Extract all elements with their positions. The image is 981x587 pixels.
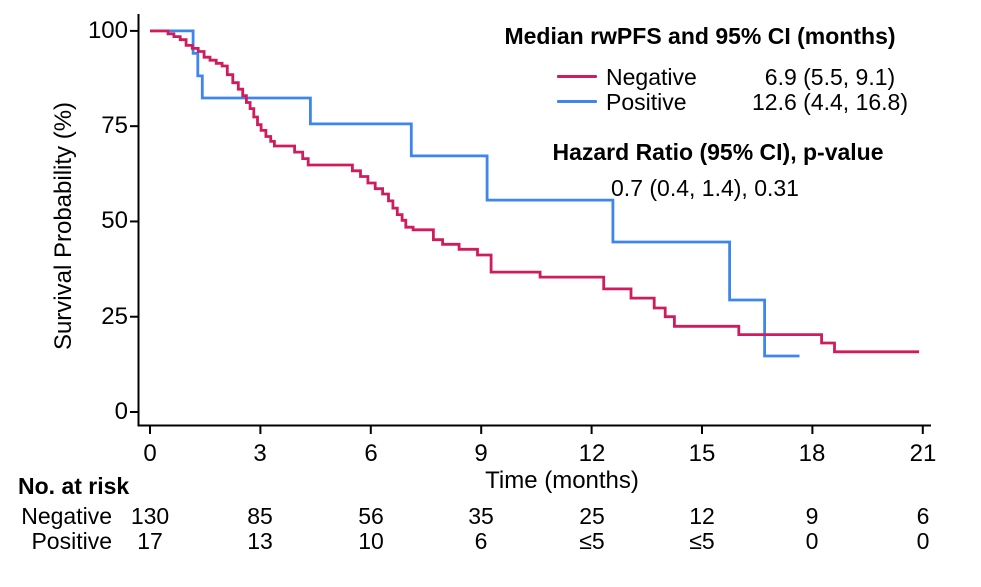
hazard-ratio-value: 0.7 (0.4, 1.4), 0.31 — [611, 175, 799, 201]
y-tick-label: 50 — [101, 207, 128, 234]
risk-count: ≤5 — [689, 528, 715, 554]
x-tick-label: 15 — [688, 440, 716, 467]
risk-table-header: No. at risk — [18, 473, 130, 499]
km-curve-positive — [150, 29, 800, 358]
x-tick-label: 12 — [578, 440, 606, 467]
x-tick-label: 9 — [474, 440, 488, 467]
risk-count: 9 — [805, 503, 819, 529]
legend-swatch-negative-line — [557, 75, 597, 78]
risk-count: 0 — [916, 528, 930, 554]
risk-row-label: Positive — [31, 528, 112, 554]
x-tick-label: 0 — [143, 440, 157, 467]
risk-count: 6 — [916, 503, 930, 529]
km-curve-negative — [150, 29, 920, 354]
x-tick-label: 3 — [253, 440, 267, 467]
x-tick-label: 6 — [364, 440, 378, 467]
risk-count: 56 — [358, 503, 384, 529]
risk-count: 35 — [468, 503, 494, 529]
risk-count: 0 — [805, 528, 819, 554]
risk-count: 10 — [358, 528, 384, 554]
x-tick-label: 21 — [909, 440, 937, 467]
y-tick-label: 25 — [101, 303, 128, 330]
risk-count: 25 — [579, 503, 605, 529]
y-tick-label: 0 — [114, 398, 128, 425]
risk-count: 6 — [474, 528, 488, 554]
legend-value-negative: 6.9 (5.5, 9.1) — [764, 64, 896, 90]
x-tick-label: 18 — [798, 440, 826, 467]
risk-count: ≤5 — [579, 528, 605, 554]
risk-count: 130 — [130, 503, 170, 529]
hazard-ratio-title: Hazard Ratio (95% CI), p-value — [552, 139, 884, 165]
legend-value-positive: 12.6 (4.4, 16.8) — [752, 89, 908, 115]
risk-count: 13 — [247, 528, 273, 554]
y-tick-label: 100 — [87, 17, 128, 44]
legend-title: Median rwPFS and 95% CI (months) — [504, 23, 896, 49]
legend-label-positive: Positive — [606, 89, 687, 115]
risk-count: 17 — [137, 528, 163, 554]
risk-count: 85 — [247, 503, 273, 529]
legend-label-negative: Negative — [606, 64, 697, 90]
y-tick-label: 75 — [101, 112, 128, 139]
x-axis-title: Time (months) — [485, 467, 639, 494]
legend-swatch-positive-line — [557, 100, 597, 103]
risk-count: 12 — [689, 503, 715, 529]
risk-row-label: Negative — [21, 503, 112, 529]
